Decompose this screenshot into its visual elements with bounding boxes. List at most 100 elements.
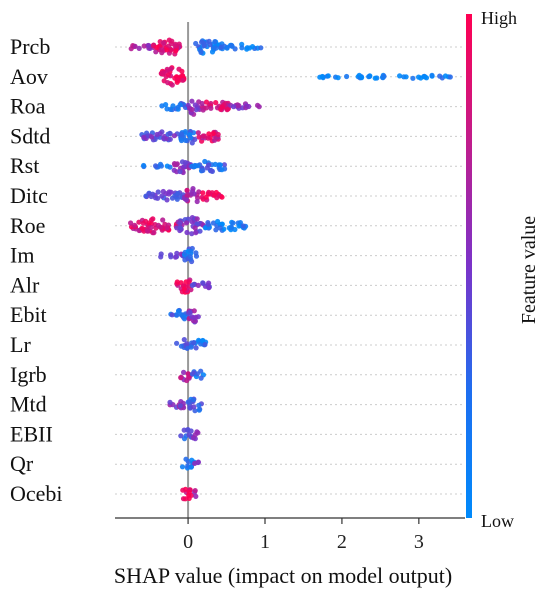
shap-point: [199, 194, 205, 200]
shap-point: [217, 162, 223, 168]
shap-point: [410, 75, 416, 81]
feature-label: Ebit: [10, 302, 47, 327]
shap-point: [201, 40, 207, 46]
shap-point: [213, 100, 219, 106]
shap-point: [200, 280, 206, 286]
shap-point: [239, 45, 245, 51]
shap-point: [155, 189, 161, 195]
shap-point: [249, 44, 256, 50]
shap-point: [174, 279, 180, 285]
shap-point: [206, 189, 212, 195]
shap-point: [178, 343, 184, 349]
shap-point: [177, 225, 183, 231]
shap-point: [258, 45, 264, 51]
shap-point: [159, 47, 165, 53]
shap-point: [141, 134, 147, 140]
shap-point: [195, 430, 201, 436]
shap-point: [194, 371, 200, 377]
feature-label: Aov: [10, 64, 48, 89]
shap-point: [184, 187, 190, 193]
shap-point: [169, 38, 175, 44]
shap-point: [202, 341, 208, 348]
shap-point: [429, 72, 435, 78]
shap-point: [211, 137, 218, 143]
shap-point: [146, 42, 152, 49]
shap-point: [196, 134, 202, 140]
shap-point: [186, 399, 192, 405]
feature-label: Roe: [10, 213, 45, 238]
shap-point: [141, 162, 147, 169]
x-tick-label: 0: [183, 531, 193, 553]
shap-point: [195, 282, 201, 288]
shap-point: [180, 487, 186, 493]
shap-point: [165, 72, 171, 78]
feature-label: Igrb: [10, 362, 47, 387]
shap-point: [203, 105, 209, 111]
shap-point: [401, 74, 407, 80]
shap-point: [366, 74, 372, 80]
shap-point: [192, 488, 198, 494]
shap-point: [169, 312, 175, 318]
shap-point: [192, 163, 198, 169]
shap-point: [143, 193, 149, 199]
x-axis: 0 1 2 3: [115, 517, 465, 553]
shap-point: [158, 251, 164, 257]
shap-point: [132, 43, 138, 50]
shap-point: [166, 189, 172, 195]
shap-point: [184, 345, 190, 351]
shap-point: [191, 315, 197, 321]
shap-point: [344, 73, 350, 80]
shap-point: [145, 228, 151, 234]
shap-point: [188, 248, 194, 254]
shap-point: [189, 98, 195, 104]
shap-point: [154, 44, 160, 51]
shap-point: [187, 309, 193, 315]
shap-point: [174, 340, 180, 346]
colorbar-gradient: [466, 14, 472, 518]
shap-point: [208, 168, 214, 174]
shap-point: [181, 369, 187, 375]
shap-point: [184, 229, 190, 236]
shap-point: [192, 225, 198, 231]
feature-label: Ocebi: [10, 481, 63, 506]
feature-label: Qr: [10, 451, 34, 476]
shap-point: [192, 408, 198, 414]
shap-point: [189, 231, 195, 237]
shap-point: [193, 250, 199, 256]
shap-point: [194, 198, 200, 205]
shap-point: [184, 377, 190, 384]
shap-point: [193, 345, 199, 351]
shap-point: [151, 230, 157, 236]
shap-point: [181, 316, 188, 322]
shap-point: [187, 405, 193, 411]
shap-point: [181, 436, 188, 442]
shap-point: [189, 106, 195, 113]
shap-point: [217, 225, 223, 231]
shap-point: [319, 73, 325, 80]
shap-point: [205, 220, 211, 226]
shap-point: [167, 164, 173, 170]
shap-point: [195, 130, 201, 136]
shap-point: [199, 100, 205, 107]
shap-point: [358, 74, 364, 80]
shap-point: [213, 45, 219, 51]
shap-point: [180, 77, 186, 83]
shap-point: [437, 73, 443, 79]
shap-point: [244, 45, 250, 51]
shap-point: [163, 102, 169, 108]
shap-point: [195, 459, 201, 465]
feature-label: Alr: [10, 272, 40, 297]
shap-point: [200, 190, 206, 196]
shap-point: [155, 222, 161, 228]
shap-point: [188, 191, 194, 197]
x-tick-label: 1: [260, 531, 270, 553]
shap-point: [229, 43, 235, 49]
shap-point: [206, 162, 212, 168]
shap-point: [218, 106, 224, 112]
shap-point: [200, 167, 206, 173]
shap-point: [198, 48, 204, 54]
feature-label: Prcb: [10, 34, 50, 59]
shap-point: [237, 220, 243, 226]
shap-point: [161, 40, 167, 46]
shap-point: [181, 337, 187, 343]
